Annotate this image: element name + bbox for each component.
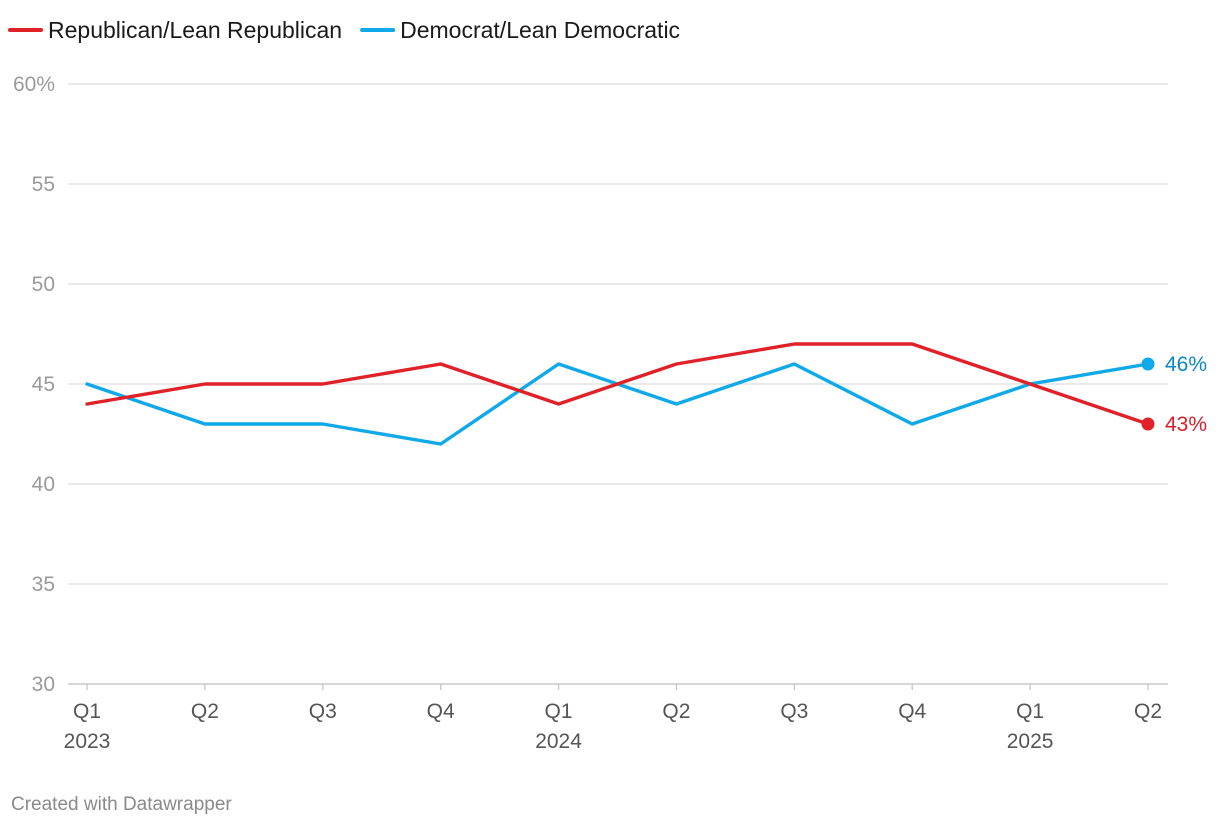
legend: Republican/Lean Republican Democrat/Lean … (8, 17, 680, 43)
y-tick-label-60: 60% (13, 73, 55, 96)
y-tick-label-45: 45 (32, 373, 55, 396)
legend-label-democrat: Democrat/Lean Democratic (400, 17, 680, 43)
x-year-label-2023: 2023 (64, 730, 111, 753)
series-line-democrat (85, 362, 1150, 446)
x-tick-label: Q4 (427, 700, 455, 723)
x-tick-label: Q3 (309, 700, 337, 723)
y-tick-label-30: 30 (32, 673, 55, 696)
x-tick-label: Q1 (1016, 700, 1044, 723)
series-lines (85, 342, 1150, 446)
x-tick-label: Q2 (1134, 700, 1162, 723)
series-end-points: 43% 46% (1141, 353, 1207, 436)
y-tick-label-55: 55 (32, 173, 55, 196)
x-tick-label: Q1 (545, 700, 573, 723)
end-label-democrat: 46% (1165, 353, 1207, 376)
x-tick-label: Q1 (73, 700, 101, 723)
end-point-democrat (1141, 357, 1155, 371)
y-tick-label-40: 40 (32, 473, 55, 496)
y-tick-label-50: 50 (32, 273, 55, 296)
end-point-republican (1141, 417, 1155, 431)
x-tick-label: Q2 (662, 700, 690, 723)
legend-label-republican: Republican/Lean Republican (48, 17, 342, 43)
x-year-label-2024: 2024 (535, 730, 582, 753)
x-year-label-2025: 2025 (1007, 730, 1054, 753)
x-tick-label: Q2 (191, 700, 219, 723)
end-label-republican: 43% (1165, 413, 1207, 436)
y-axis-tick-labels: 30 35 40 45 50 55 60% (13, 73, 55, 696)
x-axis-tick-labels: Q1 2023 Q2 Q3 Q4 Q1 2024 Q2 Q3 Q4 Q1 2025 Q2 (64, 684, 1162, 753)
datawrapper-credit[interactable]: Created with Datawrapper (11, 794, 232, 815)
series-line-republican (85, 342, 1150, 426)
x-tick-label: Q3 (780, 700, 808, 723)
y-tick-label-35: 35 (32, 573, 55, 596)
x-tick-label: Q4 (898, 700, 926, 723)
